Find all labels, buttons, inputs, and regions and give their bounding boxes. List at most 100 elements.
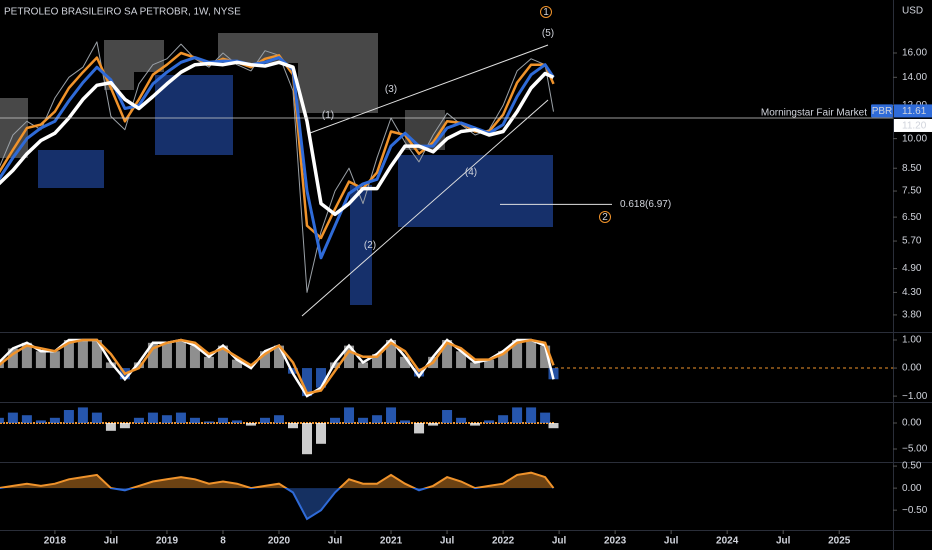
wave-label: (3) (385, 84, 397, 95)
wave-circle (599, 211, 611, 223)
histogram-bar (35, 420, 46, 424)
y-tick-label: 16.00 (902, 48, 927, 59)
histogram-bar (91, 340, 102, 369)
histogram-bar (147, 412, 158, 424)
y-tick-label: 10.00 (902, 133, 927, 144)
y-tick-label: 3.80 (902, 310, 922, 321)
histogram-bar (442, 410, 453, 424)
histogram-bar (161, 342, 172, 369)
x-tick-label: 2021 (380, 536, 403, 547)
last-price-tag (894, 104, 932, 118)
histogram-bar (203, 421, 214, 424)
histogram-bar (344, 407, 355, 424)
histogram-bar (456, 417, 467, 424)
histogram-bar (548, 368, 559, 380)
y-tick-label: 6.50 (902, 212, 922, 223)
histogram-bar (442, 340, 453, 369)
histogram-bar (63, 410, 74, 424)
histogram-bar (0, 417, 4, 424)
histogram-bar (175, 340, 186, 369)
histogram-bar (548, 423, 559, 429)
histogram-bar (35, 351, 46, 369)
histogram-bar (105, 423, 116, 431)
oscillator-line (0, 338, 555, 395)
histogram-bar (330, 362, 341, 369)
histogram-bar (49, 417, 60, 424)
histogram-bar (259, 351, 270, 369)
x-tick-label: 2020 (268, 536, 291, 547)
histogram-bar (133, 362, 144, 369)
histogram-bar (77, 407, 88, 424)
histogram-bar (287, 368, 298, 374)
x-tick-label: 2024 (716, 536, 739, 547)
histogram-bar (386, 407, 397, 424)
histogram-bar (231, 420, 242, 424)
histogram-bar (287, 423, 298, 429)
histogram-bar (400, 420, 411, 424)
histogram-bar (77, 340, 88, 369)
x-tick-label: 8 (220, 536, 226, 547)
y-tick-label: 0.00 (902, 418, 922, 429)
histogram-bar (49, 351, 60, 369)
wave-label: (4) (465, 167, 477, 178)
histogram-bar (0, 362, 4, 369)
y-tick-label: −5.00 (902, 444, 928, 455)
histogram-bar (386, 340, 397, 369)
cloud-boxes (0, 33, 553, 305)
histogram-bar (189, 417, 200, 424)
chart-title: PETROLEO BRASILEIRO SA PETROBR, 1W, NYSE (4, 7, 241, 18)
price-plot (0, 41, 555, 293)
histogram-bar (316, 368, 327, 388)
series-line (0, 60, 555, 217)
y-tick-label: 0.50 (902, 461, 922, 472)
histogram-bar (470, 362, 481, 369)
histogram-bar (105, 362, 116, 369)
histogram-bar (245, 423, 256, 426)
histogram-bar (161, 415, 172, 424)
histogram-bar (119, 423, 130, 429)
histogram-bar (512, 407, 523, 424)
histogram-bar (540, 412, 551, 424)
histogram-bar (498, 415, 509, 424)
histogram-bar (358, 362, 369, 369)
histogram-bar (217, 345, 228, 369)
last-price-label: 11.61 (902, 106, 927, 117)
y-tick-label: 1.00 (902, 335, 922, 346)
histogram-bar (91, 412, 102, 424)
histogram-bar (259, 417, 270, 424)
y-tick-label: 0.00 (902, 483, 922, 494)
x-tick-label: 2025 (828, 536, 851, 547)
x-tick-label: Jul (776, 536, 791, 547)
x-tick-label: Jul (664, 536, 679, 547)
histogram-bar (175, 412, 186, 424)
histogram-bar (217, 417, 228, 424)
y-tick-label: 4.90 (902, 263, 922, 274)
histogram-bar (498, 351, 509, 369)
histogram-bar (273, 415, 284, 424)
histogram-bar (526, 340, 537, 369)
x-tick-label: 2023 (604, 536, 627, 547)
histogram-bar (414, 423, 425, 434)
x-tick-label: Jul (440, 536, 455, 547)
y-tick-label: 7.50 (902, 186, 922, 197)
histogram-bar (302, 423, 313, 455)
price-tag-symbol (871, 104, 893, 118)
histogram-bar (302, 368, 313, 397)
histogram-bar (526, 407, 537, 424)
y-tick-label: 4.30 (902, 287, 922, 298)
histogram-bar (203, 356, 214, 369)
x-tick-label: 2022 (492, 536, 515, 547)
histogram-bar (63, 340, 74, 369)
wave-label: (1) (322, 110, 334, 121)
x-tick-label: 2018 (44, 536, 67, 547)
fair-value-label: 11.20 (902, 121, 927, 132)
histogram-bar (21, 415, 32, 424)
histogram-bar (344, 345, 355, 369)
histogram-bar (470, 423, 481, 426)
y-tick-label: 0.00 (902, 363, 922, 374)
histogram-bar (189, 345, 200, 369)
wave-label: (5) (542, 28, 554, 39)
histogram-bar (372, 354, 383, 369)
fib-label: 0.618(6.97) (620, 199, 671, 210)
